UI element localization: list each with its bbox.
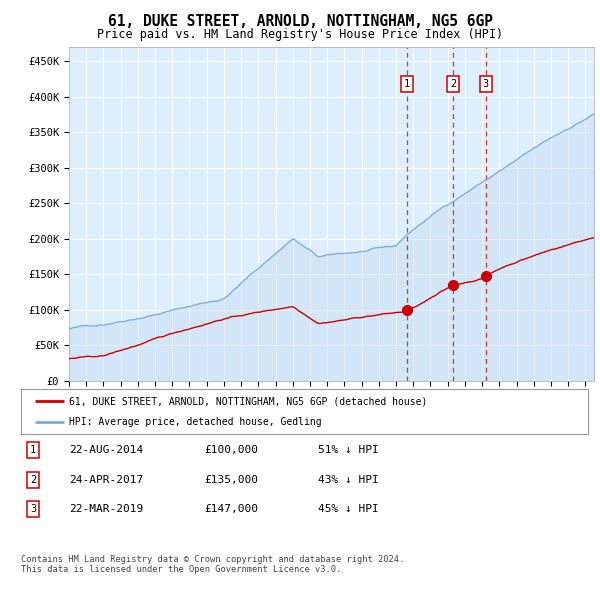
Text: Contains HM Land Registry data © Crown copyright and database right 2024.
This d: Contains HM Land Registry data © Crown c… xyxy=(21,555,404,574)
Text: 2: 2 xyxy=(450,79,456,89)
Text: 51% ↓ HPI: 51% ↓ HPI xyxy=(318,445,379,455)
Text: 45% ↓ HPI: 45% ↓ HPI xyxy=(318,504,379,514)
Text: 1: 1 xyxy=(404,79,410,89)
Text: 3: 3 xyxy=(483,79,489,89)
Text: £135,000: £135,000 xyxy=(204,475,258,484)
Text: 43% ↓ HPI: 43% ↓ HPI xyxy=(318,475,379,484)
Text: 22-AUG-2014: 22-AUG-2014 xyxy=(69,445,143,455)
Text: 1: 1 xyxy=(30,445,36,455)
Text: £100,000: £100,000 xyxy=(204,445,258,455)
Text: 61, DUKE STREET, ARNOLD, NOTTINGHAM, NG5 6GP: 61, DUKE STREET, ARNOLD, NOTTINGHAM, NG5… xyxy=(107,14,493,29)
Text: £147,000: £147,000 xyxy=(204,504,258,514)
Text: 3: 3 xyxy=(30,504,36,514)
Text: 24-APR-2017: 24-APR-2017 xyxy=(69,475,143,484)
Text: Price paid vs. HM Land Registry's House Price Index (HPI): Price paid vs. HM Land Registry's House … xyxy=(97,28,503,41)
Text: 22-MAR-2019: 22-MAR-2019 xyxy=(69,504,143,514)
Text: 2: 2 xyxy=(30,475,36,484)
Text: 61, DUKE STREET, ARNOLD, NOTTINGHAM, NG5 6GP (detached house): 61, DUKE STREET, ARNOLD, NOTTINGHAM, NG5… xyxy=(69,396,428,407)
Text: HPI: Average price, detached house, Gedling: HPI: Average price, detached house, Gedl… xyxy=(69,417,322,427)
